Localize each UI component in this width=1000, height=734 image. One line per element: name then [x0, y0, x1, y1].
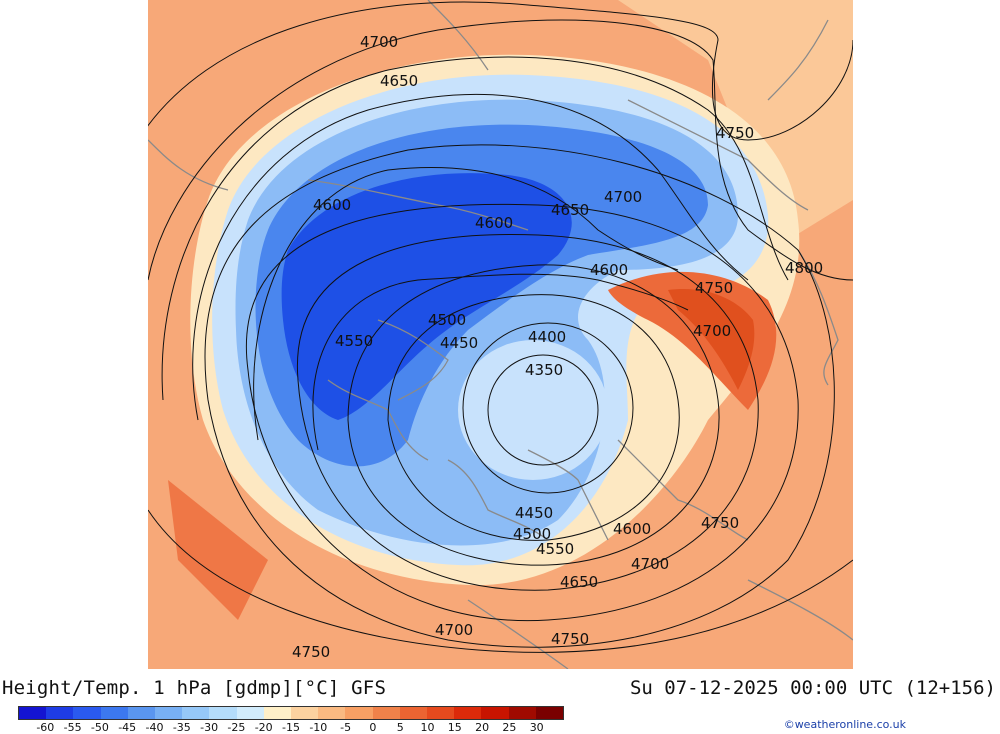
contour-label: 4750	[716, 124, 754, 142]
contour-label: 4650	[551, 201, 589, 219]
legend-swatch	[127, 707, 156, 719]
legend-tick-label: 20	[475, 721, 490, 734]
contour-label: 4750	[695, 279, 733, 297]
contour-label: 4700	[604, 188, 642, 206]
contour-label: 4350	[525, 361, 563, 379]
legend-swatch	[318, 707, 346, 719]
legend-tick-label: -20	[254, 721, 273, 734]
legend-tick-label: -40	[145, 721, 164, 734]
legend-swatch	[372, 707, 400, 719]
legend-tick-label: -25	[227, 721, 246, 734]
credit-link[interactable]: ©weatheronline.co.uk	[783, 718, 906, 731]
contour-label: 4500	[428, 311, 466, 329]
legend-swatch	[73, 707, 101, 719]
contour-label: 4700	[435, 621, 473, 639]
contour-label: 4800	[785, 259, 823, 277]
contour-label: 4600	[590, 261, 628, 279]
legend-tick-label: 15	[447, 721, 462, 734]
contour-label: 4550	[536, 540, 574, 558]
legend-tick-label: -5	[340, 721, 352, 734]
color-legend	[18, 706, 564, 720]
legend-swatch	[182, 707, 210, 719]
legend-swatch	[454, 707, 482, 719]
contour-4750-north	[148, 1, 853, 141]
legend-swatch	[508, 707, 536, 719]
legend-tick-label: -35	[172, 721, 191, 734]
color-legend-ticks: -60 -55 -50 -45 -40 -35 -30 -25 -20 -15 -10 -5 0 5 10 1…	[18, 721, 564, 734]
legend-tick-label: -10	[309, 721, 328, 734]
warm-region-sw	[168, 480, 268, 620]
valid-time: Su 07-12-2025 00:00 UTC (12+156)	[629, 677, 996, 699]
contour-label: 4400	[528, 328, 566, 346]
contour-label: 4700	[631, 555, 669, 573]
map-title: Height/Temp. 1 hPa [gdmp][°C] GFS	[2, 677, 387, 699]
legend-swatch	[46, 707, 74, 719]
legend-swatch	[236, 707, 264, 719]
legend-tick-label: 25	[502, 721, 517, 734]
legend-tick-label: 10	[420, 721, 435, 734]
legend-tick-label: -15	[282, 721, 300, 734]
legend-swatch	[100, 707, 128, 719]
hot-band	[668, 289, 755, 390]
contour-label: 4750	[292, 643, 330, 661]
legend-swatch	[209, 707, 237, 719]
contour-labels: 4700 4650 4750 4600 4600 4650 4700 4600 …	[292, 33, 823, 661]
legend-tick-label: -45	[118, 721, 137, 734]
legend-swatch	[155, 707, 183, 719]
contour-label: 4600	[613, 520, 651, 538]
legend-tick-label: -50	[90, 721, 109, 734]
legend-swatch	[263, 707, 292, 719]
legend-swatch	[345, 707, 373, 719]
contour-label: 4750	[701, 514, 739, 532]
legend-swatch	[535, 707, 564, 719]
height-contours	[148, 1, 853, 653]
contour-label: 4650	[560, 573, 598, 591]
legend-tick-label: -60	[36, 721, 55, 734]
legend-swatch	[427, 707, 455, 719]
map-canvas: 4700 4650 4750 4600 4600 4650 4700 4600 …	[148, 0, 853, 669]
legend-swatch	[291, 707, 319, 719]
legend-tick-label: 0	[369, 721, 377, 734]
legend-tick-label: 30	[529, 721, 544, 734]
contour-label: 4600	[313, 196, 351, 214]
contour-label: 4700	[693, 322, 731, 340]
legend-tick-label: 5	[396, 721, 404, 734]
legend-swatch	[399, 707, 428, 719]
legend-swatch	[481, 707, 509, 719]
vortex-core	[458, 340, 608, 480]
contour-label: 4500	[513, 525, 551, 543]
contour-label: 4450	[440, 334, 478, 352]
contour-label: 4650	[380, 72, 418, 90]
contour-label: 4600	[475, 214, 513, 232]
legend-tick-label: -30	[200, 721, 219, 734]
contour-label: 4550	[335, 332, 373, 350]
legend-swatch	[19, 707, 47, 719]
weather-map: 4700 4650 4750 4600 4600 4650 4700 4600 …	[148, 0, 853, 669]
legend-tick-label: -55	[63, 721, 82, 734]
contour-label: 4750	[551, 630, 589, 648]
contour-label: 4450	[515, 504, 553, 522]
contour-label: 4700	[360, 33, 398, 51]
